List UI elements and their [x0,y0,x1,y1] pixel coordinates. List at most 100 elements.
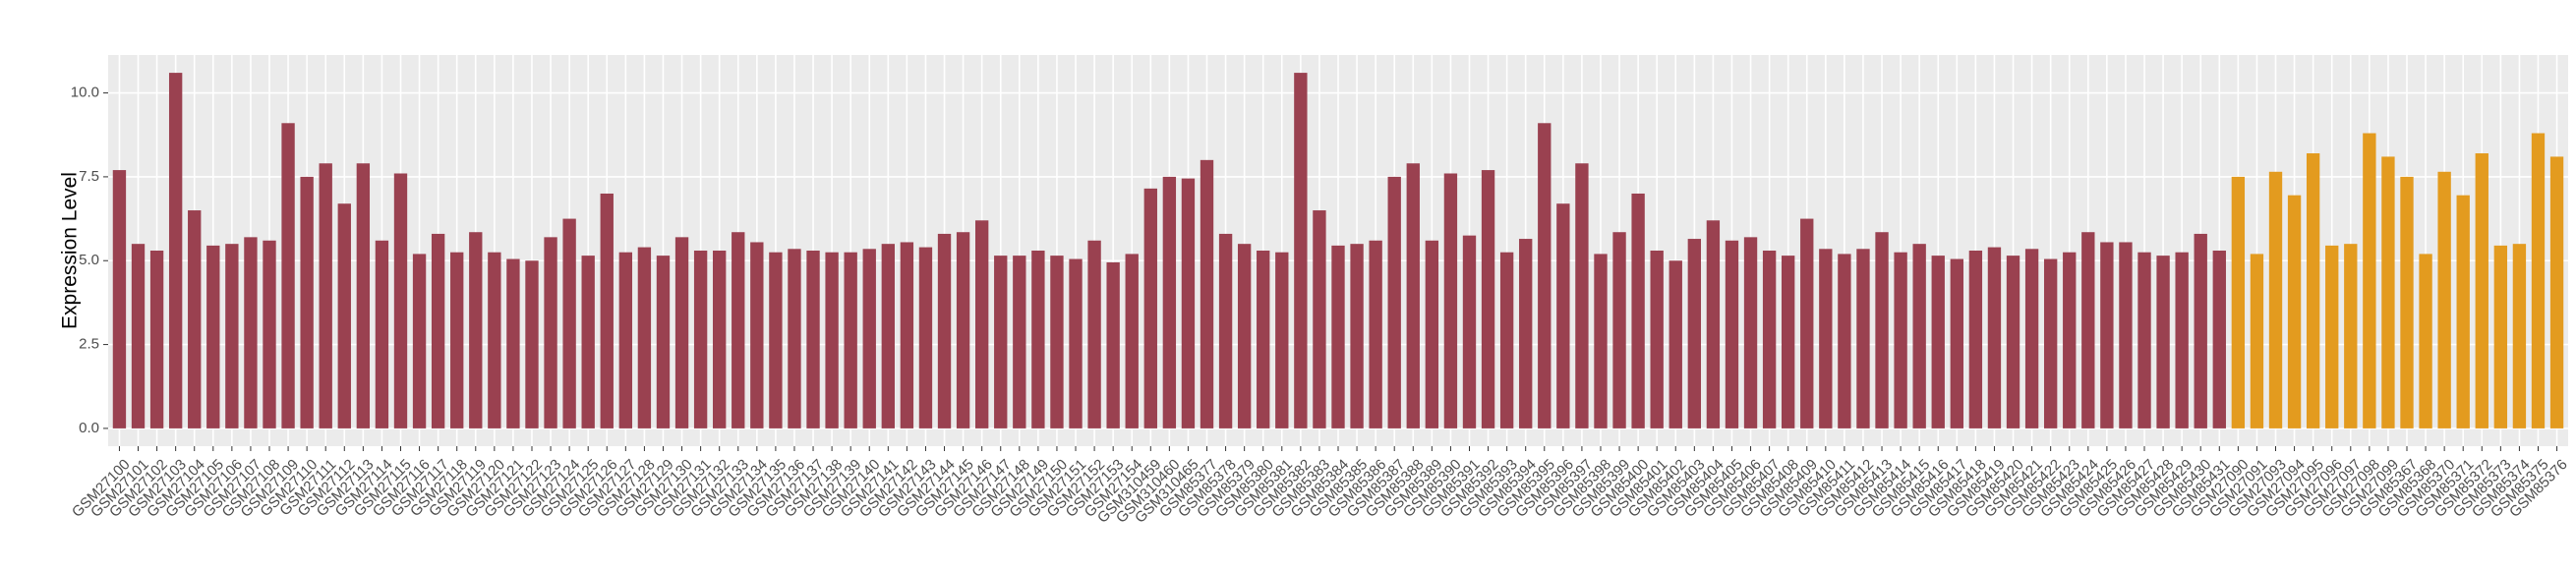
bar [2419,254,2432,428]
bar [2437,171,2451,428]
bar [900,242,914,428]
bar [2063,252,2077,428]
bar [2006,256,2020,428]
bar [713,251,727,428]
bar [1650,251,1664,428]
bar [131,244,146,428]
bar [1912,244,1926,428]
bar [2268,171,2283,428]
y-axis-title: Expression Level [59,172,82,329]
bar [1687,239,1702,428]
bar [2400,176,2414,428]
bar [581,256,595,428]
bar [2549,156,2564,428]
bar [2381,156,2395,428]
bar [168,73,183,428]
bar [618,252,633,428]
bar [1538,123,1551,428]
bar [1257,251,1270,428]
bar [1350,244,1364,428]
bar [806,251,820,428]
bar [1819,249,1833,428]
bar [450,252,464,428]
bar [1218,233,1233,428]
bar [1762,251,1777,428]
bar [656,256,671,428]
bar [2325,245,2339,428]
bar [375,240,389,428]
bar [2493,245,2508,428]
bar [881,244,895,428]
bar [1782,256,1795,428]
bar [1125,254,1139,428]
bar [1725,240,1739,428]
bar [600,193,614,428]
bar [149,251,164,428]
bar [1106,261,1120,428]
bar [319,163,332,428]
bar [732,232,745,428]
bar [1331,245,1345,428]
bar [693,251,708,428]
bar [2194,233,2207,428]
bar [2363,133,2376,428]
bar [788,249,801,428]
bar [488,252,501,428]
bar [2100,242,2114,428]
bar [1800,218,1814,428]
bar [862,249,876,428]
bar [1443,173,1458,428]
bar [2043,258,2058,428]
bar [2119,242,2133,428]
bar [562,218,576,428]
bar [544,237,557,428]
bar [1069,258,1083,428]
bar [750,242,764,428]
bar [1087,240,1101,428]
bar [1556,203,1570,428]
bar [2156,256,2170,428]
bar [412,254,427,428]
bar [637,247,652,428]
bar [1387,176,1401,428]
bar [1519,239,1533,428]
bar [2250,254,2264,428]
bar [263,240,276,428]
bar [356,163,371,428]
bar [1875,232,1889,428]
bar [2175,252,2189,428]
bar [2212,251,2226,428]
y-tick-label: 5.0 [79,252,99,268]
bar [206,245,220,428]
bar [1669,260,1682,428]
bar [1706,220,1721,428]
bar [2231,176,2246,428]
bar [2475,153,2488,428]
bar [431,233,445,428]
bar [469,232,483,428]
bar [1594,254,1608,428]
bar [2024,249,2039,428]
bar [974,220,989,428]
bar [918,247,933,428]
bar [1275,252,1289,428]
bar [2344,244,2358,428]
bar [1313,210,1326,428]
bar [1425,240,1439,428]
y-tick-label: 0.0 [79,420,99,436]
bar [1575,163,1589,428]
bar [2531,133,2546,428]
bar [1462,235,1477,428]
y-tick-label: 10.0 [71,85,99,101]
bar [2081,232,2095,428]
bar [1631,193,1645,428]
y-tick-label: 7.5 [79,168,99,185]
bar [2512,244,2527,428]
bar [1162,176,1177,428]
bar [1968,251,1983,428]
bar [1031,251,1045,428]
bar [844,252,857,428]
bar [188,210,202,428]
bar [1499,252,1514,428]
